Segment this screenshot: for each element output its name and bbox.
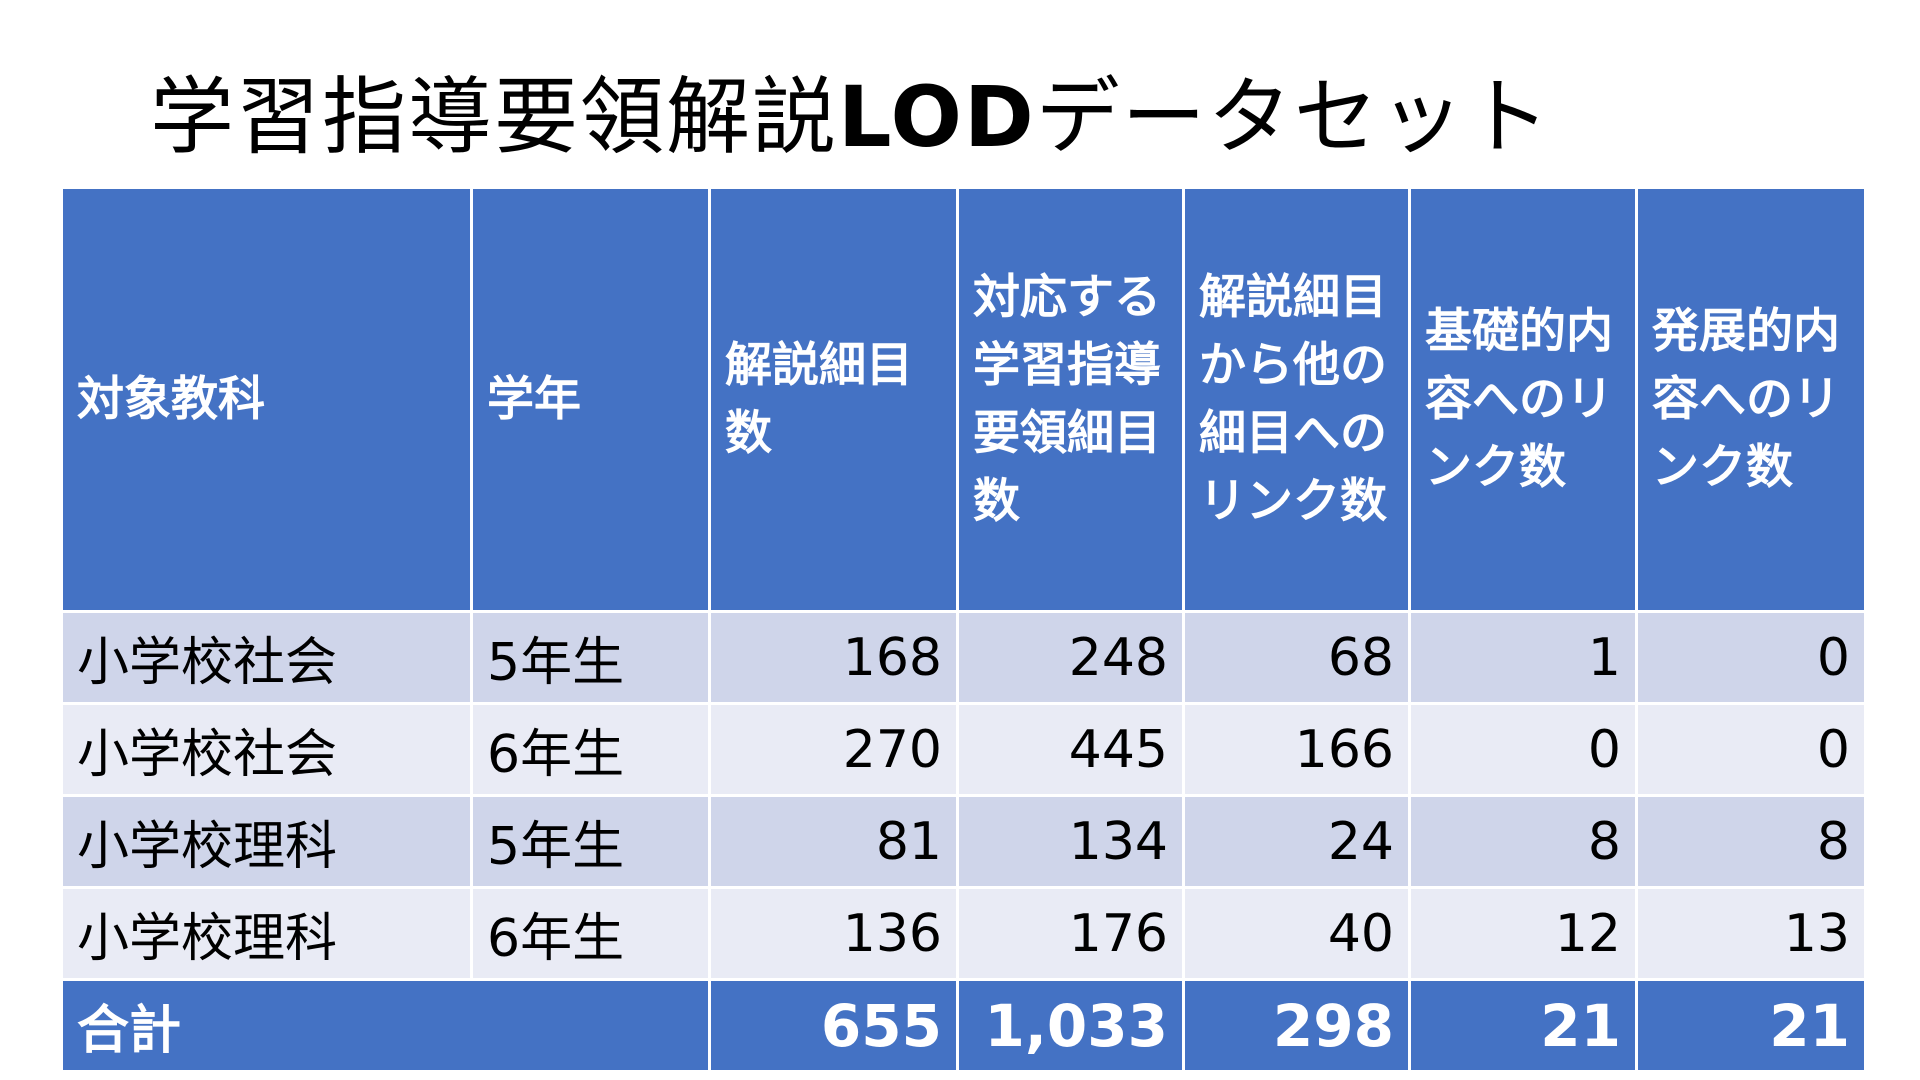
cell-advanced-links: 0 <box>1635 702 1867 797</box>
header-guideline-items: 対応する学習指導要領細目数 <box>956 186 1185 613</box>
header-subject: 対象教科 <box>60 186 473 613</box>
header-basic-links: 基礎的内容へのリンク数 <box>1408 186 1638 613</box>
cell-basic-links: 12 <box>1408 886 1638 981</box>
cell-basic-links: 8 <box>1408 794 1638 889</box>
cell-guideline-items: 176 <box>956 886 1185 981</box>
title-text-2: データセット <box>1035 68 1552 166</box>
total-grade-blank <box>470 978 711 1073</box>
cell-basic-links: 1 <box>1408 610 1638 705</box>
lod-dataset-table: 対象教科 学年 解説細目数 対応する学習指導要領細目数 解説細目から他の細目への… <box>60 186 1867 1073</box>
cell-guideline-items: 134 <box>956 794 1185 889</box>
cell-basic-links: 0 <box>1408 702 1638 797</box>
cell-links-to-other-items: 166 <box>1182 702 1411 797</box>
table-row: 小学校理科 5年生 81 134 24 8 8 <box>60 794 1867 889</box>
table-row: 小学校社会 6年生 270 445 166 0 0 <box>60 702 1867 797</box>
table-row: 小学校理科 6年生 136 176 40 12 13 <box>60 886 1867 981</box>
cell-commentary-items: 270 <box>708 702 959 797</box>
total-links-to-other-items: 298 <box>1182 978 1411 1073</box>
header-commentary-items: 解説細目数 <box>708 186 959 613</box>
cell-guideline-items: 445 <box>956 702 1185 797</box>
cell-subject: 小学校社会 <box>60 702 473 797</box>
cell-subject: 小学校理科 <box>60 794 473 889</box>
cell-advanced-links: 8 <box>1635 794 1867 889</box>
cell-advanced-links: 0 <box>1635 610 1867 705</box>
cell-links-to-other-items: 24 <box>1182 794 1411 889</box>
cell-links-to-other-items: 40 <box>1182 886 1411 981</box>
cell-grade: 6年生 <box>470 886 711 981</box>
cell-commentary-items: 168 <box>708 610 959 705</box>
header-grade: 学年 <box>470 186 711 613</box>
total-advanced-links: 21 <box>1635 978 1867 1073</box>
cell-subject: 小学校理科 <box>60 886 473 981</box>
cell-grade: 5年生 <box>470 610 711 705</box>
cell-grade: 5年生 <box>470 794 711 889</box>
title-text-lod: LOD <box>838 68 1036 166</box>
table-total-row: 合計 655 1,033 298 21 21 <box>60 978 1867 1073</box>
cell-subject: 小学校社会 <box>60 610 473 705</box>
cell-commentary-items: 136 <box>708 886 959 981</box>
table-row: 小学校社会 5年生 168 248 68 1 0 <box>60 610 1867 705</box>
cell-advanced-links: 13 <box>1635 886 1867 981</box>
cell-links-to-other-items: 68 <box>1182 610 1411 705</box>
table-header-row: 対象教科 学年 解説細目数 対応する学習指導要領細目数 解説細目から他の細目への… <box>60 186 1867 613</box>
total-guideline-items: 1,033 <box>956 978 1185 1073</box>
cell-commentary-items: 81 <box>708 794 959 889</box>
title-text-1: 学習指導要領解説 <box>150 68 839 166</box>
total-basic-links: 21 <box>1408 978 1638 1073</box>
cell-grade: 6年生 <box>470 702 711 797</box>
total-commentary-items: 655 <box>708 978 959 1073</box>
page-title: 学習指導要領解説LODデータセット <box>150 62 1552 172</box>
cell-guideline-items: 248 <box>956 610 1185 705</box>
total-label: 合計 <box>60 978 473 1073</box>
header-links-to-other-items: 解説細目から他の細目へのリンク数 <box>1182 186 1411 613</box>
header-advanced-links: 発展的内容へのリンク数 <box>1635 186 1867 613</box>
